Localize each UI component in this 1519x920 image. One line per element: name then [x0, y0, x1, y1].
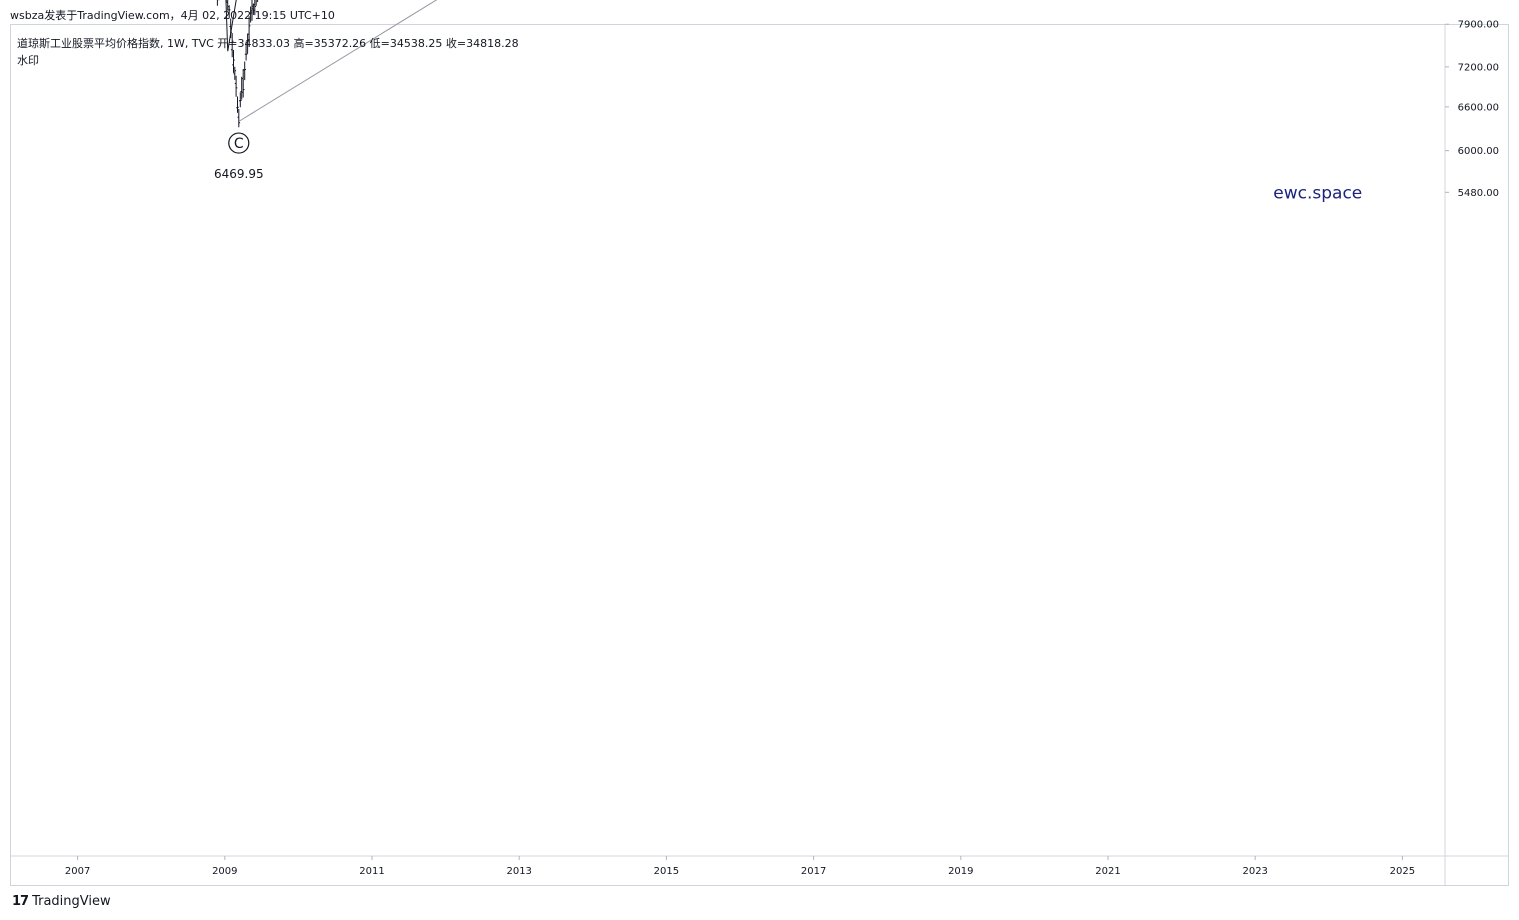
- x-tick-label: 2017: [801, 866, 826, 877]
- x-axis: 2007 2009 2011 2013 2015 2017 2019 2021 2023 2025: [10, 855, 1509, 877]
- weekly-bars: [216, 0, 259, 128]
- low-price-label: 6469.95: [214, 167, 264, 181]
- y-axis: 5480.006000.006600.007200.007900.008700.…: [1444, 20, 1499, 885]
- tradingview-footer[interactable]: 17 TradingView: [12, 894, 111, 909]
- triangle-pattern: [225, 0, 237, 52]
- x-tick-label: 2013: [506, 866, 531, 877]
- wave-number: C: [234, 136, 244, 152]
- x-tick-label: 2009: [212, 866, 237, 877]
- chart-frame: [10, 24, 1509, 886]
- y-tick-label: 6000.00: [1458, 146, 1499, 157]
- x-tick-label: 2019: [948, 866, 973, 877]
- y-tick-label: 7900.00: [1458, 20, 1499, 31]
- triangle-outline: [225, 0, 237, 52]
- price-series: [216, 0, 259, 128]
- x-tick-label: 2021: [1095, 866, 1120, 877]
- watermark-legend: 水印: [17, 54, 39, 67]
- x-tick-label: 2011: [359, 866, 384, 877]
- symbol-legend: 道琼斯工业股票平均价格指数, 1W, TVC 开=34833.03 高=3537…: [17, 37, 519, 50]
- wave-label-C: C: [228, 132, 250, 154]
- tradingview-brand: TradingView: [32, 894, 111, 909]
- wave-annotations: BC12345(1)(2)(3)(4)(5)(A)(B)(C)or (1): [228, 132, 250, 154]
- x-tick-label: 2015: [654, 866, 679, 877]
- lower-channel-line: [239, 0, 438, 122]
- x-tick-label: 2023: [1242, 866, 1267, 877]
- x-tick-label: 2007: [65, 866, 90, 877]
- brand-label: ewc.space: [1273, 183, 1362, 203]
- tradingview-logo-icon: 17: [12, 894, 29, 909]
- x-tick-label: 2025: [1390, 866, 1415, 877]
- wave-circle-icon: [228, 132, 250, 154]
- y-tick-label: 6600.00: [1458, 102, 1499, 113]
- channel-lines: [239, 0, 438, 122]
- y-tick-label: 7200.00: [1458, 62, 1499, 73]
- y-tick-label: 5480.00: [1458, 188, 1499, 199]
